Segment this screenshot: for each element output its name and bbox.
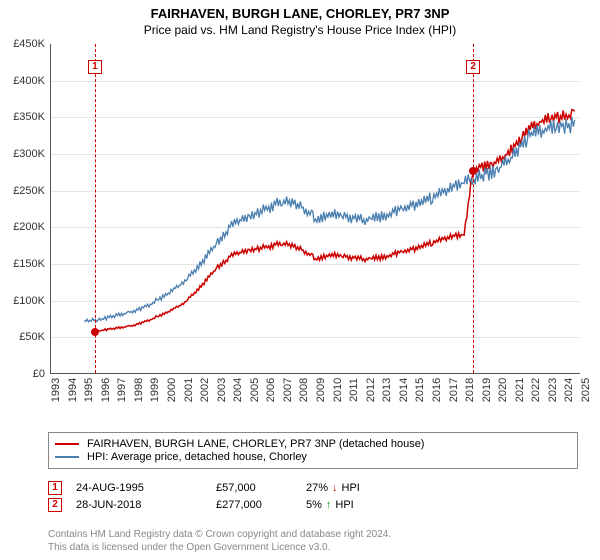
x-tick-label: 2010	[332, 378, 344, 402]
sale-price: £277,000	[216, 499, 306, 511]
footer-line-2: This data is licensed under the Open Gov…	[48, 541, 578, 554]
sale-marker-dot	[469, 167, 477, 175]
y-tick-label: £400K	[13, 75, 45, 87]
x-tick-label: 2003	[216, 378, 228, 402]
y-tick-label: £50K	[19, 331, 45, 343]
sale-vline	[95, 44, 96, 373]
x-tick-label: 2017	[448, 378, 460, 402]
sale-row-marker: 2	[48, 498, 62, 512]
x-tick-label: 2016	[431, 378, 443, 402]
sale-marker-dot	[91, 328, 99, 336]
x-tick-label: 2000	[166, 378, 178, 402]
sale-hpi-label: HPI	[342, 482, 360, 494]
x-tick-label: 2015	[414, 378, 426, 402]
legend-item: HPI: Average price, detached house, Chor…	[55, 451, 571, 463]
x-tick-label: 2005	[249, 378, 261, 402]
y-tick-label: £200K	[13, 221, 45, 233]
sale-pct: 27%	[306, 482, 328, 494]
x-tick-label: 2008	[298, 378, 310, 402]
sale-vs-hpi: 5% ↑HPI	[306, 499, 354, 511]
series-hpi	[84, 117, 574, 322]
sale-date: 24-AUG-1995	[76, 482, 216, 494]
legend-swatch	[55, 443, 79, 445]
x-tick-label: 2023	[547, 378, 559, 402]
sale-marker-box: 2	[466, 60, 480, 74]
sale-hpi-label: HPI	[335, 499, 353, 511]
x-tick-label: 2014	[398, 378, 410, 402]
sale-row-marker: 1	[48, 481, 62, 495]
sales-table: 1 24-AUG-1995£57,00027% ↓ HPI 2 28-JUN-2018£2…	[48, 478, 578, 515]
x-tick-label: 1999	[149, 378, 161, 402]
attribution-footer: Contains HM Land Registry data © Crown c…	[48, 528, 578, 554]
x-tick-label: 1993	[50, 378, 62, 402]
x-tick-label: 2024	[563, 378, 575, 402]
x-tick-label: 2006	[265, 378, 277, 402]
x-tick-label: 2022	[530, 378, 542, 402]
x-tick-label: 2009	[315, 378, 327, 402]
arrow-up-icon: ↑	[326, 499, 332, 511]
legend: FAIRHAVEN, BURGH LANE, CHORLEY, PR7 3NP …	[48, 432, 578, 469]
sale-price: £57,000	[216, 482, 306, 494]
sale-date: 28-JUN-2018	[76, 499, 216, 511]
sale-row: 1 24-AUG-1995£57,00027% ↓ HPI	[48, 481, 578, 495]
x-tick-label: 2012	[365, 378, 377, 402]
x-tick-label: 2007	[282, 378, 294, 402]
arrow-down-icon: ↓	[332, 482, 338, 494]
x-tick-label: 2002	[199, 378, 211, 402]
legend-label: FAIRHAVEN, BURGH LANE, CHORLEY, PR7 3NP …	[87, 438, 424, 450]
legend-swatch	[55, 456, 79, 458]
sale-vs-hpi: 27% ↓ HPI	[306, 482, 360, 494]
x-tick-label: 1994	[67, 378, 79, 402]
y-tick-label: £300K	[13, 148, 45, 160]
legend-label: HPI: Average price, detached house, Chor…	[87, 451, 307, 463]
y-tick-label: £0	[33, 368, 45, 380]
x-tick-label: 2021	[514, 378, 526, 402]
sale-vline	[473, 44, 474, 373]
legend-item: FAIRHAVEN, BURGH LANE, CHORLEY, PR7 3NP …	[55, 438, 571, 450]
x-tick-label: 2011	[348, 378, 360, 402]
y-tick-label: £250K	[13, 185, 45, 197]
y-tick-label: £100K	[13, 295, 45, 307]
y-tick-label: £350K	[13, 111, 45, 123]
series-price_paid	[95, 110, 575, 332]
x-tick-label: 2018	[464, 378, 476, 402]
x-tick-label: 2001	[183, 378, 195, 402]
x-tick-label: 2019	[481, 378, 493, 402]
x-tick-label: 1996	[100, 378, 112, 402]
y-tick-label: £450K	[13, 38, 45, 50]
line-series-svg	[51, 44, 580, 373]
x-tick-label: 2013	[381, 378, 393, 402]
footer-line-1: Contains HM Land Registry data © Crown c…	[48, 528, 578, 541]
x-tick-label: 2025	[580, 378, 592, 402]
sale-marker-box: 1	[88, 60, 102, 74]
x-tick-label: 2004	[232, 378, 244, 402]
y-tick-label: £150K	[13, 258, 45, 270]
sale-pct: 5%	[306, 499, 322, 511]
chart-container: FAIRHAVEN, BURGH LANE, CHORLEY, PR7 3NP …	[0, 0, 600, 560]
x-tick-label: 1998	[133, 378, 145, 402]
x-tick-label: 2020	[497, 378, 509, 402]
sale-row: 2 28-JUN-2018£277,0005% ↑HPI	[48, 498, 578, 512]
chart-title: FAIRHAVEN, BURGH LANE, CHORLEY, PR7 3NP	[0, 0, 600, 21]
x-tick-label: 1995	[83, 378, 95, 402]
chart-subtitle: Price paid vs. HM Land Registry's House …	[0, 21, 600, 37]
plot-area: 12	[50, 44, 580, 374]
x-tick-label: 1997	[116, 378, 128, 402]
